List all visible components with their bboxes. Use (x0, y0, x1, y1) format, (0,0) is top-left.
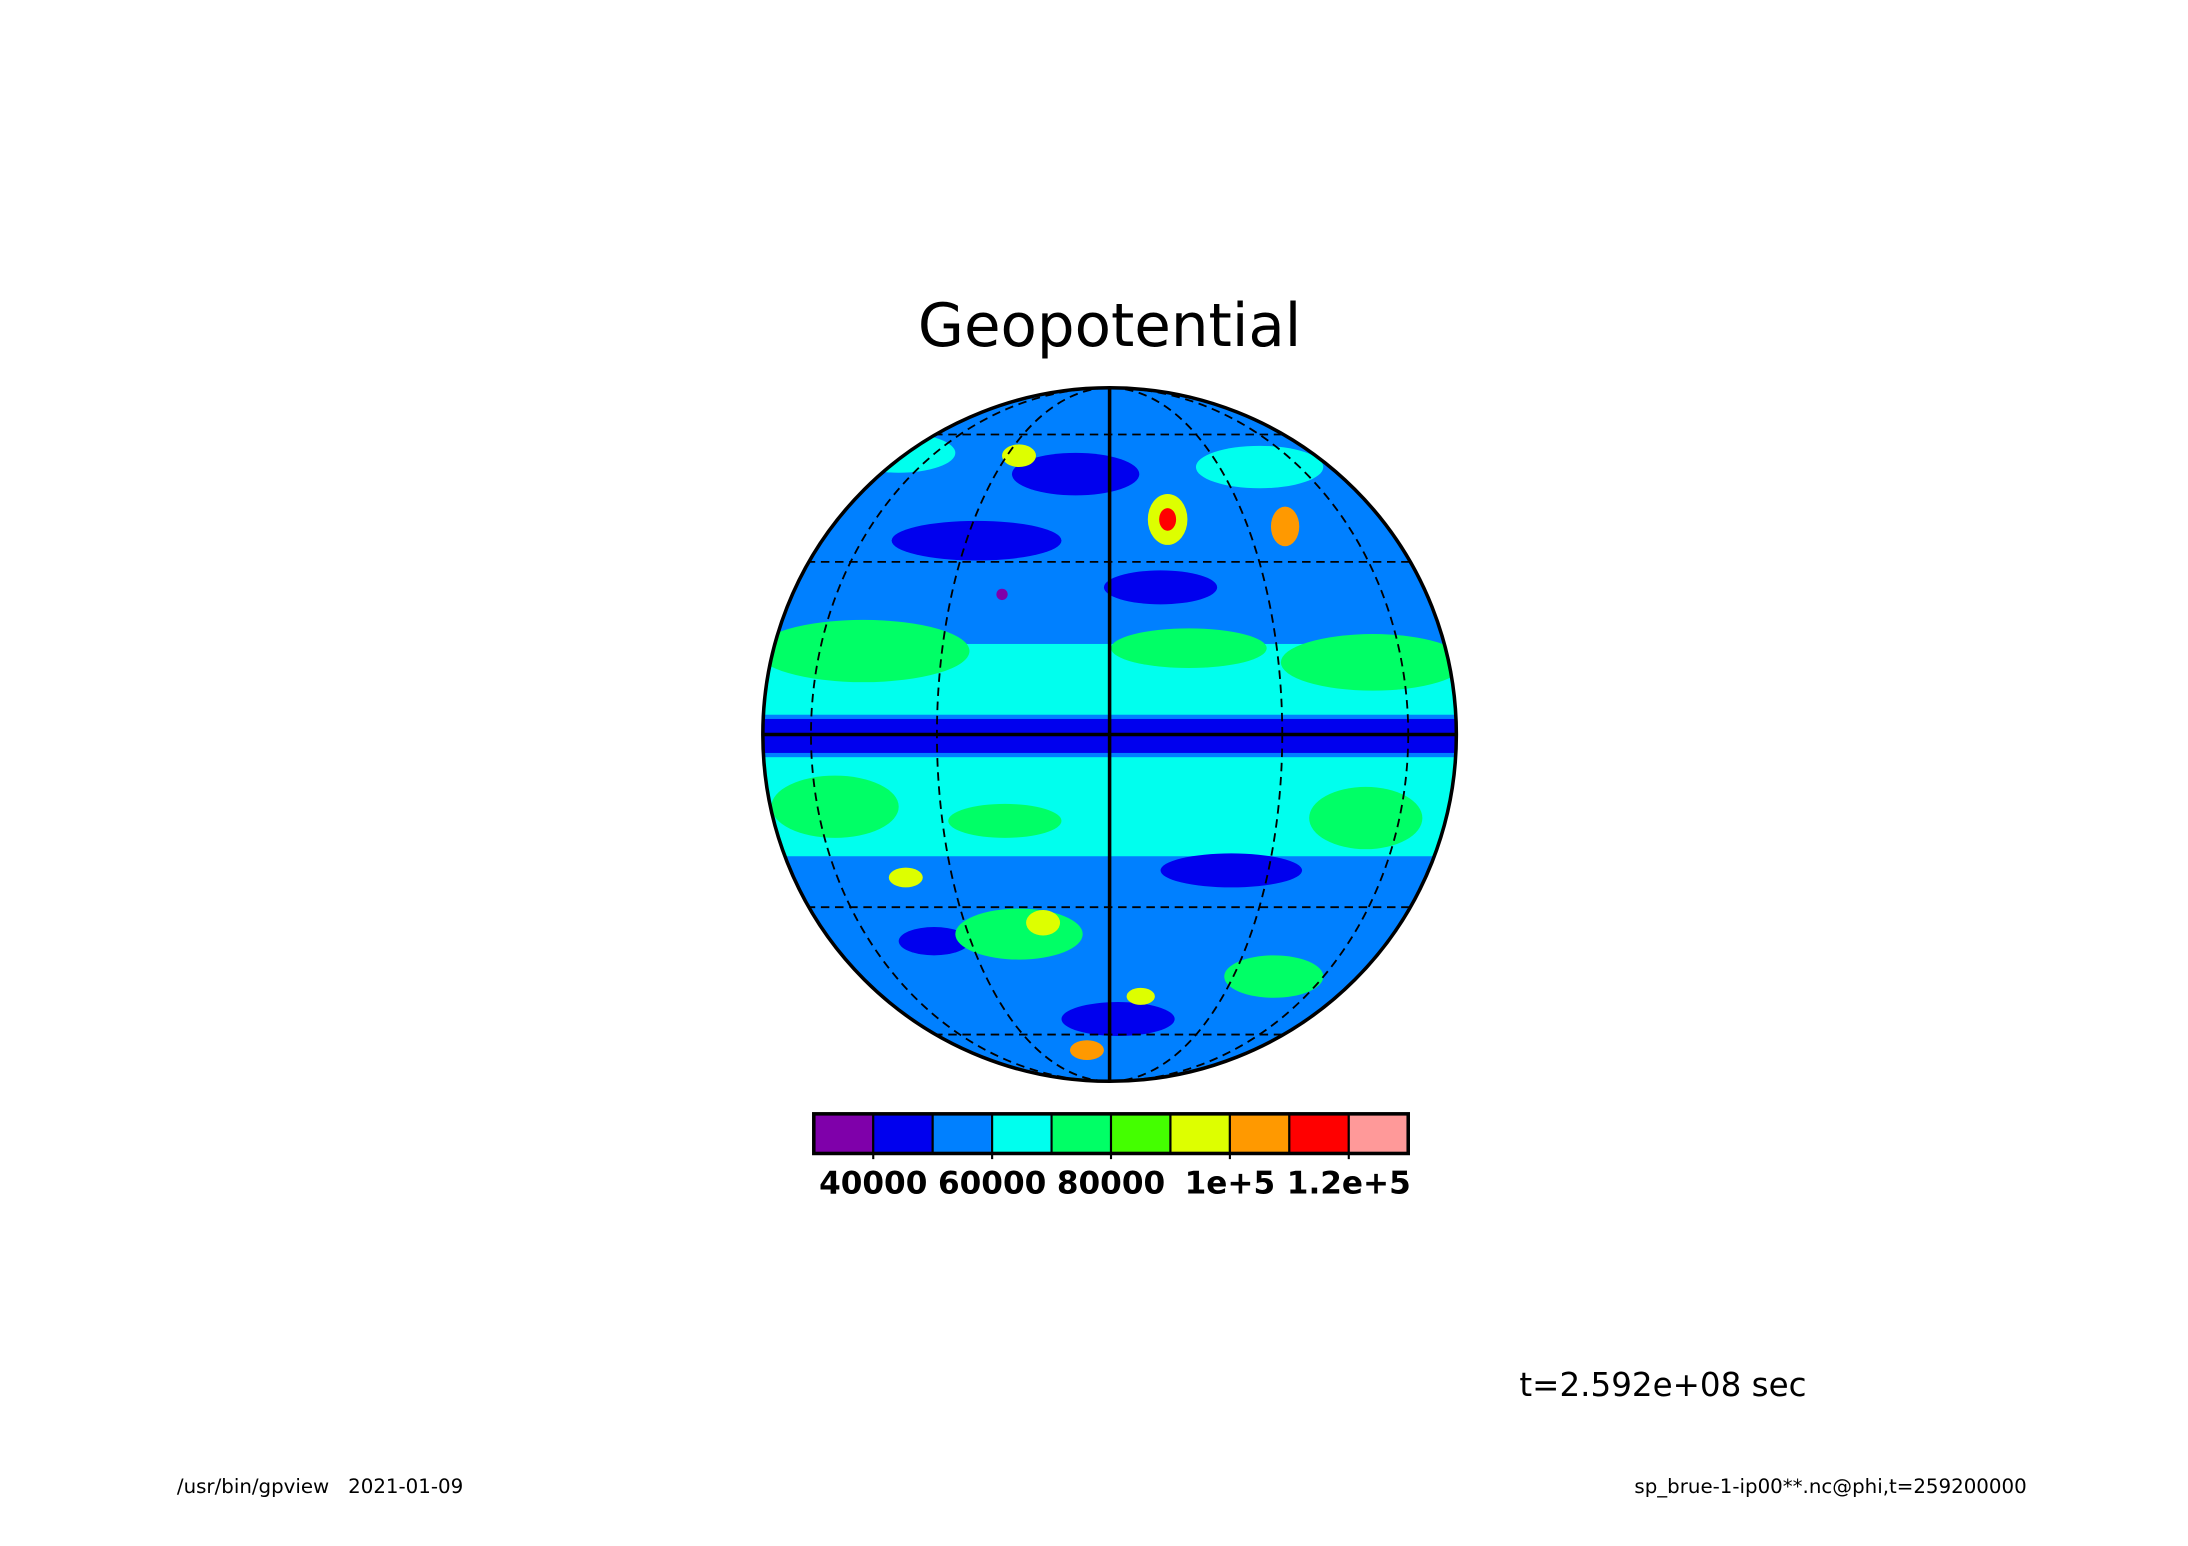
footer-right: sp_brue-1-ip00**.nc@phi,t=259200000 (1634, 1475, 2026, 1498)
colorbar-box (812, 1112, 875, 1155)
colorbar-box (1288, 1112, 1350, 1155)
colorbar-box (1347, 1112, 1410, 1155)
plot: Geopotential 40000 60000 80000 1e+5 1.2e+5 t… (177, 292, 2027, 1498)
colorbar-box (1169, 1112, 1231, 1155)
globe-frame (761, 386, 1459, 1084)
colorbar-box (991, 1112, 1053, 1155)
colorbar-tick-label: 1.2e+5 (1287, 1166, 1411, 1202)
colorbar-tick-label: 1e+5 (1185, 1166, 1276, 1202)
colorbar-box (1050, 1112, 1113, 1155)
colorbar-tick-label: 80000 (1057, 1166, 1165, 1202)
footer-left: /usr/bin/gpview 2021-01-09 (177, 1475, 463, 1498)
chart-title: Geopotential (918, 292, 1301, 361)
time-annotation: t=2.592e+08 sec (1519, 1366, 1806, 1404)
colorbar: 40000 60000 80000 1e+5 1.2e+5 (812, 1112, 1411, 1202)
colorbar-box (1228, 1112, 1291, 1155)
colorbar-tick-label: 60000 (938, 1166, 1046, 1202)
colorbar-tick-label: 40000 (819, 1166, 927, 1202)
colorbar-box (931, 1112, 994, 1155)
colorbar-box (1109, 1112, 1172, 1155)
colorbar-box (872, 1112, 934, 1155)
